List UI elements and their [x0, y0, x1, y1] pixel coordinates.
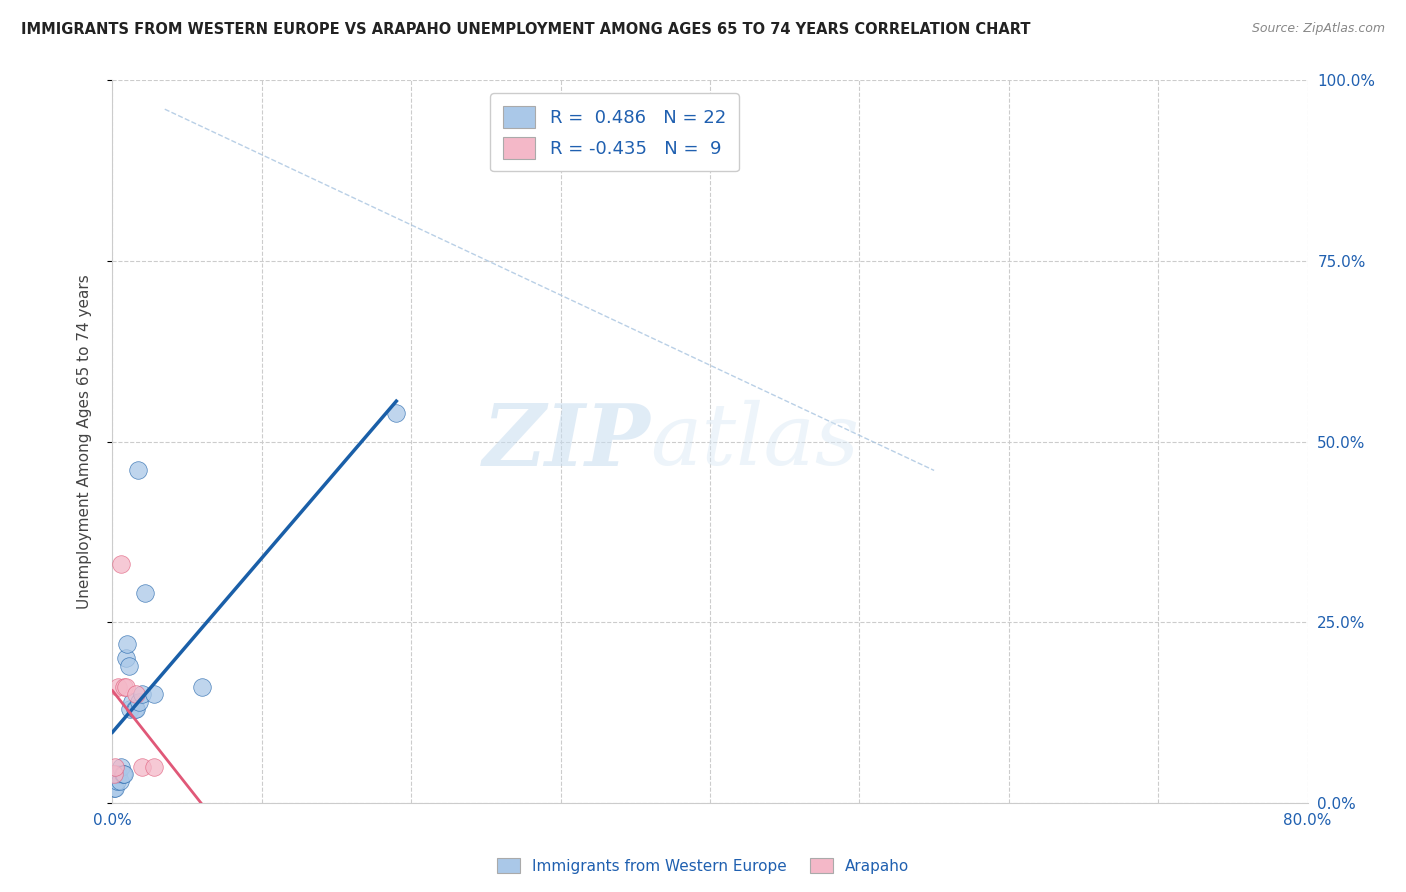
- Text: Source: ZipAtlas.com: Source: ZipAtlas.com: [1251, 22, 1385, 36]
- Point: [115, 680, 138, 694]
- Point: [108, 774, 131, 789]
- Point: [125, 687, 148, 701]
- Point: [110, 558, 132, 572]
- Text: ZIP: ZIP: [482, 400, 651, 483]
- Point: [128, 695, 150, 709]
- Point: [103, 781, 125, 796]
- Point: [385, 406, 408, 420]
- Point: [127, 463, 149, 477]
- Legend: R =  0.486   N = 22, R = -0.435   N =  9: R = 0.486 N = 22, R = -0.435 N = 9: [491, 93, 738, 171]
- Point: [114, 767, 135, 781]
- Point: [117, 637, 139, 651]
- Point: [134, 586, 156, 600]
- Point: [104, 760, 127, 774]
- Point: [121, 695, 143, 709]
- Point: [104, 781, 127, 796]
- Point: [103, 767, 125, 781]
- Legend: Immigrants from Western Europe, Arapaho: Immigrants from Western Europe, Arapaho: [491, 852, 915, 880]
- Point: [111, 767, 134, 781]
- Point: [105, 774, 128, 789]
- Point: [143, 687, 166, 701]
- Point: [131, 687, 153, 701]
- Point: [125, 702, 148, 716]
- Point: [131, 760, 153, 774]
- Point: [143, 760, 166, 774]
- Point: [107, 680, 129, 694]
- Point: [110, 760, 132, 774]
- Point: [191, 680, 214, 694]
- Text: IMMIGRANTS FROM WESTERN EUROPE VS ARAPAHO UNEMPLOYMENT AMONG AGES 65 TO 74 YEARS: IMMIGRANTS FROM WESTERN EUROPE VS ARAPAH…: [21, 22, 1031, 37]
- Point: [118, 658, 141, 673]
- Point: [124, 702, 146, 716]
- Point: [120, 702, 142, 716]
- Point: [114, 680, 135, 694]
- Text: atlas: atlas: [651, 401, 859, 483]
- Y-axis label: Unemployment Among Ages 65 to 74 years: Unemployment Among Ages 65 to 74 years: [77, 274, 91, 609]
- Point: [115, 651, 138, 665]
- Point: [107, 767, 129, 781]
